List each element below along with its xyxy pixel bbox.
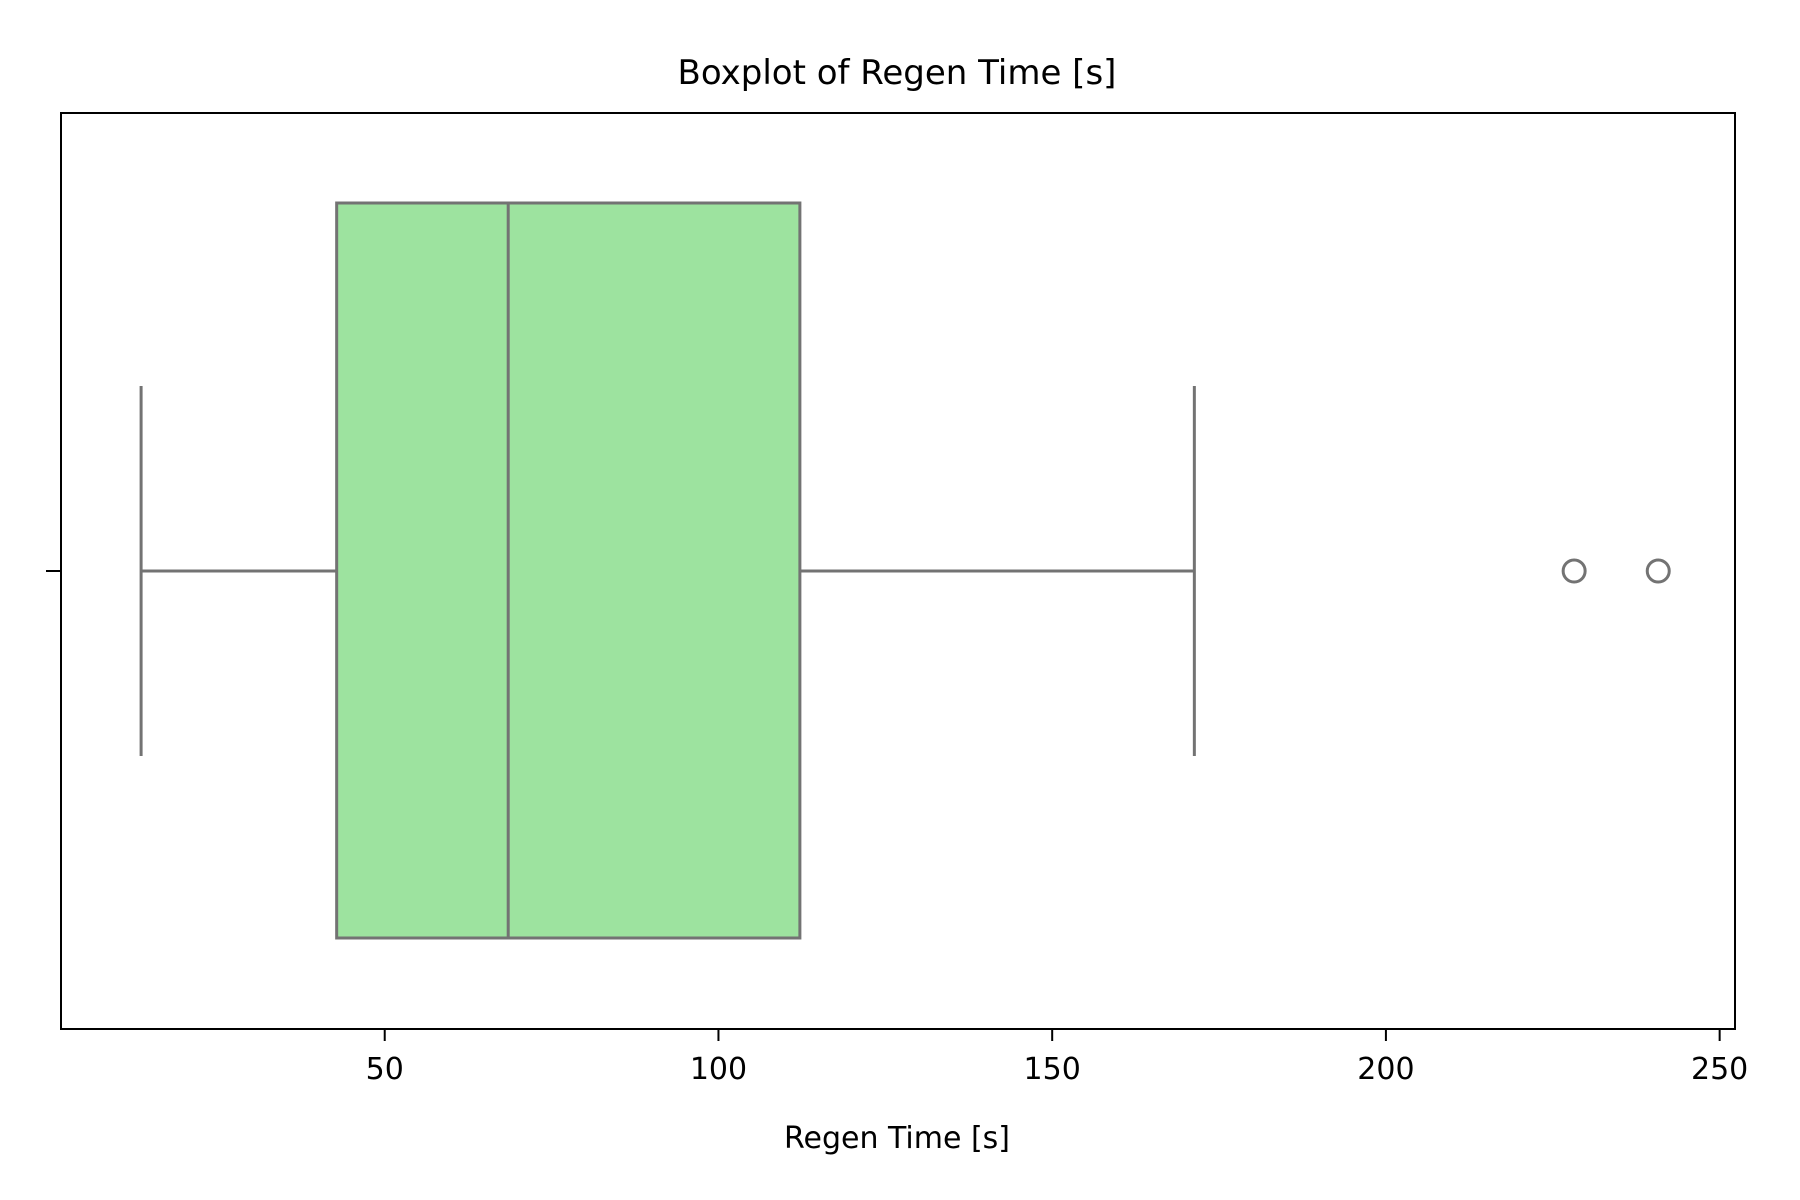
x-tick-label: 200 [1357, 1052, 1414, 1087]
outlier-point [1645, 558, 1671, 584]
x-tick-label: 50 [366, 1052, 404, 1087]
x-axis-ticks: 50 100 150 200 250 [366, 1029, 1748, 1087]
x-tick-label: 250 [1691, 1052, 1748, 1087]
outlier-point [1561, 558, 1587, 584]
iqr-box [335, 201, 802, 940]
plot-area [139, 201, 1671, 940]
x-tick-label: 150 [1024, 1052, 1081, 1087]
x-axis-label: Regen Time [s] [784, 1121, 1010, 1156]
x-tick-label: 100 [690, 1052, 747, 1087]
chart-title: Boxplot of Regen Time [s] [678, 53, 1117, 93]
